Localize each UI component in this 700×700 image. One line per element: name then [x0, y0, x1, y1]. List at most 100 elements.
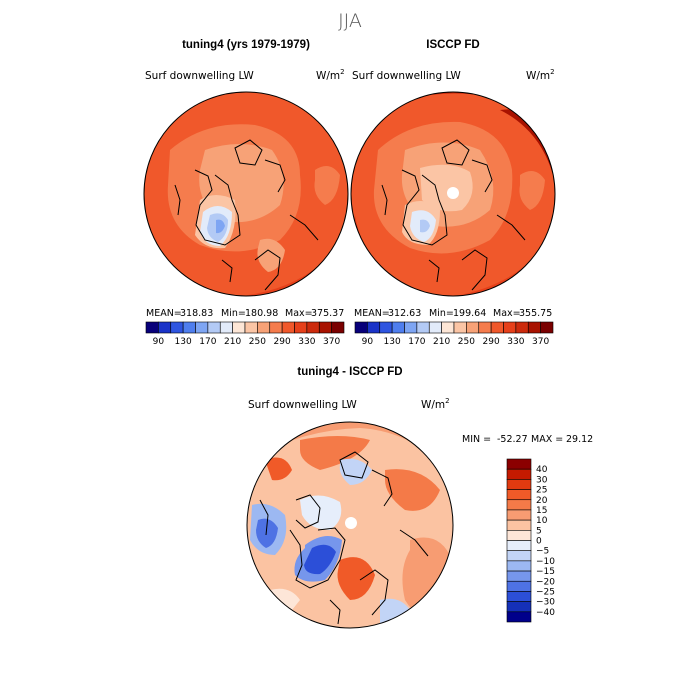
colorbar-swatch — [195, 321, 209, 334]
colorbar-swatch — [503, 321, 517, 334]
map-field — [144, 92, 348, 296]
pole-hole — [447, 187, 459, 199]
panel-observation: ISCCP FD Surf downwelling LW W/m2 — [350, 39, 556, 347]
map-boundary — [350, 91, 556, 297]
colorbar-swatch — [506, 591, 532, 602]
field-label: Surf downwelling LW — [248, 399, 357, 411]
panel-difference: tuning4 - ISCCP FD Surf downwelling LW W… — [246, 366, 593, 629]
colorbar-swatch — [281, 321, 295, 334]
colorbar-swatch — [232, 321, 246, 334]
colorbar: 90 130 170 210 250 290 330 370 — [354, 321, 554, 347]
colorbar-tick-label: −30 — [536, 598, 555, 608]
colorbar-swatch — [506, 489, 532, 501]
colorbar-tick-label: −10 — [536, 557, 555, 567]
colorbar-tick-label: 290 — [274, 337, 291, 347]
colorbar-swatch — [269, 321, 283, 334]
colorbar-swatch — [306, 321, 320, 334]
colorbar-tick-label: 210 — [433, 337, 450, 347]
colorbar-swatch — [506, 499, 532, 511]
colorbar-swatch — [158, 321, 172, 334]
colorbar-tick-label: 40 — [536, 465, 548, 475]
colorbar-swatch — [506, 560, 532, 572]
colorbar-tick-label: 290 — [483, 337, 500, 347]
colorbar-tick-label: 15 — [536, 506, 547, 516]
colorbar-swatch — [506, 468, 532, 480]
colorbar-tick-label: 170 — [408, 337, 425, 347]
colorbar: 90 130 170 210 250 290 330 370 — [145, 321, 345, 347]
colorbar-swatch — [441, 321, 455, 334]
colorbar-tick-label: 20 — [536, 496, 548, 506]
pole-hole — [345, 517, 357, 529]
colorbar-swatch — [506, 509, 532, 521]
stats-line: MEAN=312.63 Min=199.64 Max=355.75 — [354, 308, 552, 319]
colorbar-swatch — [506, 540, 532, 551]
colorbar-swatch — [404, 321, 418, 334]
colorbar-swatch — [490, 321, 504, 334]
panel-title: ISCCP FD — [426, 39, 479, 51]
colorbar-tick-label: 170 — [199, 337, 216, 347]
colorbar-tick-label: 25 — [536, 486, 547, 496]
colorbar-swatch — [318, 321, 332, 334]
colorbar-tick-label: −40 — [536, 608, 555, 618]
season-title: JJA — [338, 10, 362, 32]
colorbar-swatch — [453, 321, 467, 334]
colorbar-tick-label: 330 — [507, 337, 524, 347]
colorbar-tick-label: −25 — [536, 587, 555, 597]
panel-model: tuning4 (yrs 1979-1979) Surf downwelling… — [143, 39, 349, 347]
coastlines — [174, 139, 319, 291]
colorbar-swatch — [244, 321, 258, 334]
colorbar-tick-label: 0 — [536, 537, 542, 547]
colorbar-swatch — [506, 580, 532, 592]
colorbar-tick-label: −5 — [536, 547, 549, 557]
stats-line: MIN = -52.27 MAX = 29.12 — [462, 434, 593, 445]
colorbar-swatch — [428, 321, 442, 334]
colorbar-swatch — [416, 321, 430, 334]
map-boundary — [246, 421, 454, 629]
colorbar-swatch — [145, 321, 159, 334]
map-boundary — [143, 91, 349, 297]
colorbar-swatch — [527, 321, 541, 334]
coastlines — [259, 451, 429, 625]
colorbar-swatch — [540, 321, 554, 334]
colorbar-tick-label: 30 — [536, 475, 548, 485]
units-label: W/m2 — [316, 68, 345, 82]
colorbar-swatch — [506, 601, 532, 613]
colorbar-tick-label: 250 — [458, 337, 475, 347]
colorbar-swatch — [379, 321, 393, 334]
colorbar-swatch — [506, 611, 532, 623]
colorbar-swatch — [219, 321, 233, 334]
field-label: Surf downwelling LW — [352, 70, 461, 82]
colorbar-swatch — [506, 479, 532, 490]
units-label: W/m2 — [421, 397, 450, 411]
colorbar-swatch — [466, 321, 480, 334]
colorbar-swatch — [354, 321, 368, 334]
colorbar-swatch — [331, 321, 345, 334]
stats-line: MEAN=318.83 Min=180.98 Max=375.37 — [146, 308, 344, 319]
colorbar-swatch — [515, 321, 529, 334]
colorbar-tick-label: 370 — [532, 337, 549, 347]
colorbar-tick-label: 90 — [153, 337, 165, 347]
coastlines — [381, 139, 526, 291]
colorbar-swatch — [506, 570, 532, 582]
colorbar-swatch — [391, 321, 405, 334]
colorbar-tick-label: −20 — [536, 577, 555, 587]
colorbar-tick-label: 130 — [384, 337, 401, 347]
field-label: Surf downwelling LW — [145, 70, 254, 82]
units-label: W/m2 — [526, 68, 555, 82]
colorbar-tick-label: 5 — [536, 526, 542, 536]
panel-title: tuning4 (yrs 1979-1979) — [182, 39, 310, 51]
colorbar-swatch — [207, 321, 221, 334]
colorbar-swatch — [182, 321, 196, 334]
colorbar-swatch — [257, 321, 271, 334]
colorbar-tick-label: 130 — [175, 337, 192, 347]
colorbar-tick-label: 210 — [224, 337, 241, 347]
colorbar-swatch — [170, 321, 184, 334]
colorbar-swatch — [294, 321, 308, 334]
colorbar-tick-label: 10 — [536, 516, 548, 526]
colorbar-swatch — [478, 321, 492, 334]
colorbar-swatch — [506, 530, 532, 541]
colorbar-tick-label: 330 — [298, 337, 315, 347]
colorbar-tick-label: 90 — [362, 337, 374, 347]
